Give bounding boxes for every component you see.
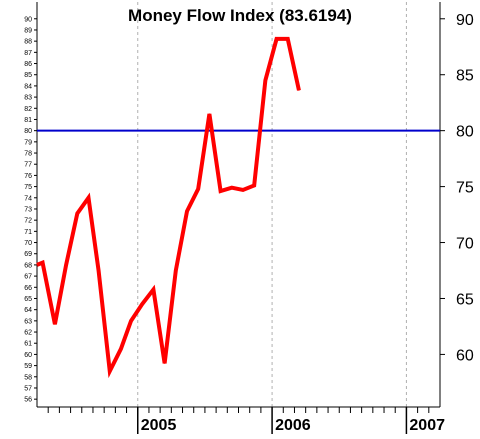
data-point bbox=[65, 264, 67, 266]
left-tick-label: 87 bbox=[24, 50, 32, 57]
left-tick-label: 81 bbox=[24, 117, 32, 124]
left-tick-label: 58 bbox=[24, 374, 32, 381]
left-tick-label: 77 bbox=[24, 162, 32, 169]
left-tick-label: 84 bbox=[24, 83, 32, 90]
right-tick-label: 85 bbox=[456, 68, 474, 85]
data-point bbox=[130, 320, 132, 322]
data-point bbox=[253, 184, 255, 186]
year-label-2006: 2006 bbox=[275, 417, 311, 434]
left-tick-label: 83 bbox=[24, 95, 32, 102]
right-tick-label: 70 bbox=[456, 236, 474, 253]
year-label-2005: 2005 bbox=[141, 417, 177, 434]
data-point bbox=[141, 303, 143, 305]
data-point bbox=[231, 187, 233, 189]
left-tick-label: 74 bbox=[24, 195, 32, 202]
left-tick-label: 68 bbox=[24, 262, 32, 269]
data-point bbox=[76, 212, 78, 214]
data-point bbox=[264, 79, 266, 81]
data-point bbox=[220, 190, 222, 192]
left-tick-label: 86 bbox=[24, 61, 32, 68]
right-tick-label: 60 bbox=[456, 347, 474, 364]
data-point bbox=[109, 370, 111, 372]
right-tick-label: 80 bbox=[456, 124, 474, 141]
left-tick-label: 63 bbox=[24, 318, 32, 325]
chart-title: Money Flow Index (83.6194) bbox=[128, 6, 352, 25]
left-tick-label: 82 bbox=[24, 106, 32, 113]
data-point bbox=[175, 270, 177, 272]
left-tick-label: 66 bbox=[24, 285, 32, 292]
left-tick-label: 70 bbox=[24, 240, 32, 247]
left-tick-label: 73 bbox=[24, 206, 32, 213]
left-tick-label: 75 bbox=[24, 184, 32, 191]
data-point bbox=[98, 270, 100, 272]
left-tick-label: 80 bbox=[24, 128, 32, 135]
left-tick-label: 60 bbox=[24, 352, 32, 359]
data-point bbox=[152, 289, 154, 291]
left-tick-label: 61 bbox=[24, 341, 32, 348]
right-tick-label: 90 bbox=[456, 12, 474, 29]
data-point bbox=[242, 189, 244, 191]
data-point bbox=[54, 323, 56, 325]
left-tick-label: 64 bbox=[24, 307, 32, 314]
right-tick-label: 75 bbox=[456, 180, 474, 197]
left-tick-label: 72 bbox=[24, 218, 32, 225]
left-tick-label: 67 bbox=[24, 274, 32, 281]
data-point bbox=[287, 38, 289, 40]
data-point bbox=[87, 197, 89, 199]
year-label-2007: 2007 bbox=[409, 417, 445, 434]
left-tick-label: 59 bbox=[24, 363, 32, 370]
left-tick-label: 56 bbox=[24, 397, 32, 404]
left-tick-label: 65 bbox=[24, 296, 32, 303]
data-point bbox=[42, 262, 44, 264]
left-tick-label: 78 bbox=[24, 151, 32, 158]
left-tick-label: 79 bbox=[24, 139, 32, 146]
data-point bbox=[298, 89, 300, 91]
left-tick-label: 89 bbox=[24, 27, 32, 34]
left-tick-label: 85 bbox=[24, 72, 32, 79]
data-point bbox=[197, 188, 199, 190]
left-tick-label: 90 bbox=[24, 16, 32, 23]
left-tick-label: 57 bbox=[24, 385, 32, 392]
left-tick-label: 62 bbox=[24, 330, 32, 337]
data-point bbox=[186, 210, 188, 212]
data-point bbox=[276, 38, 278, 40]
right-tick-label: 65 bbox=[456, 291, 474, 308]
data-point bbox=[36, 264, 38, 266]
left-tick-label: 88 bbox=[24, 39, 32, 46]
data-point bbox=[208, 113, 210, 115]
data-point bbox=[120, 348, 122, 350]
left-tick-label: 76 bbox=[24, 173, 32, 180]
data-point bbox=[164, 362, 166, 364]
left-tick-label: 71 bbox=[24, 229, 32, 236]
left-tick-label: 69 bbox=[24, 251, 32, 258]
